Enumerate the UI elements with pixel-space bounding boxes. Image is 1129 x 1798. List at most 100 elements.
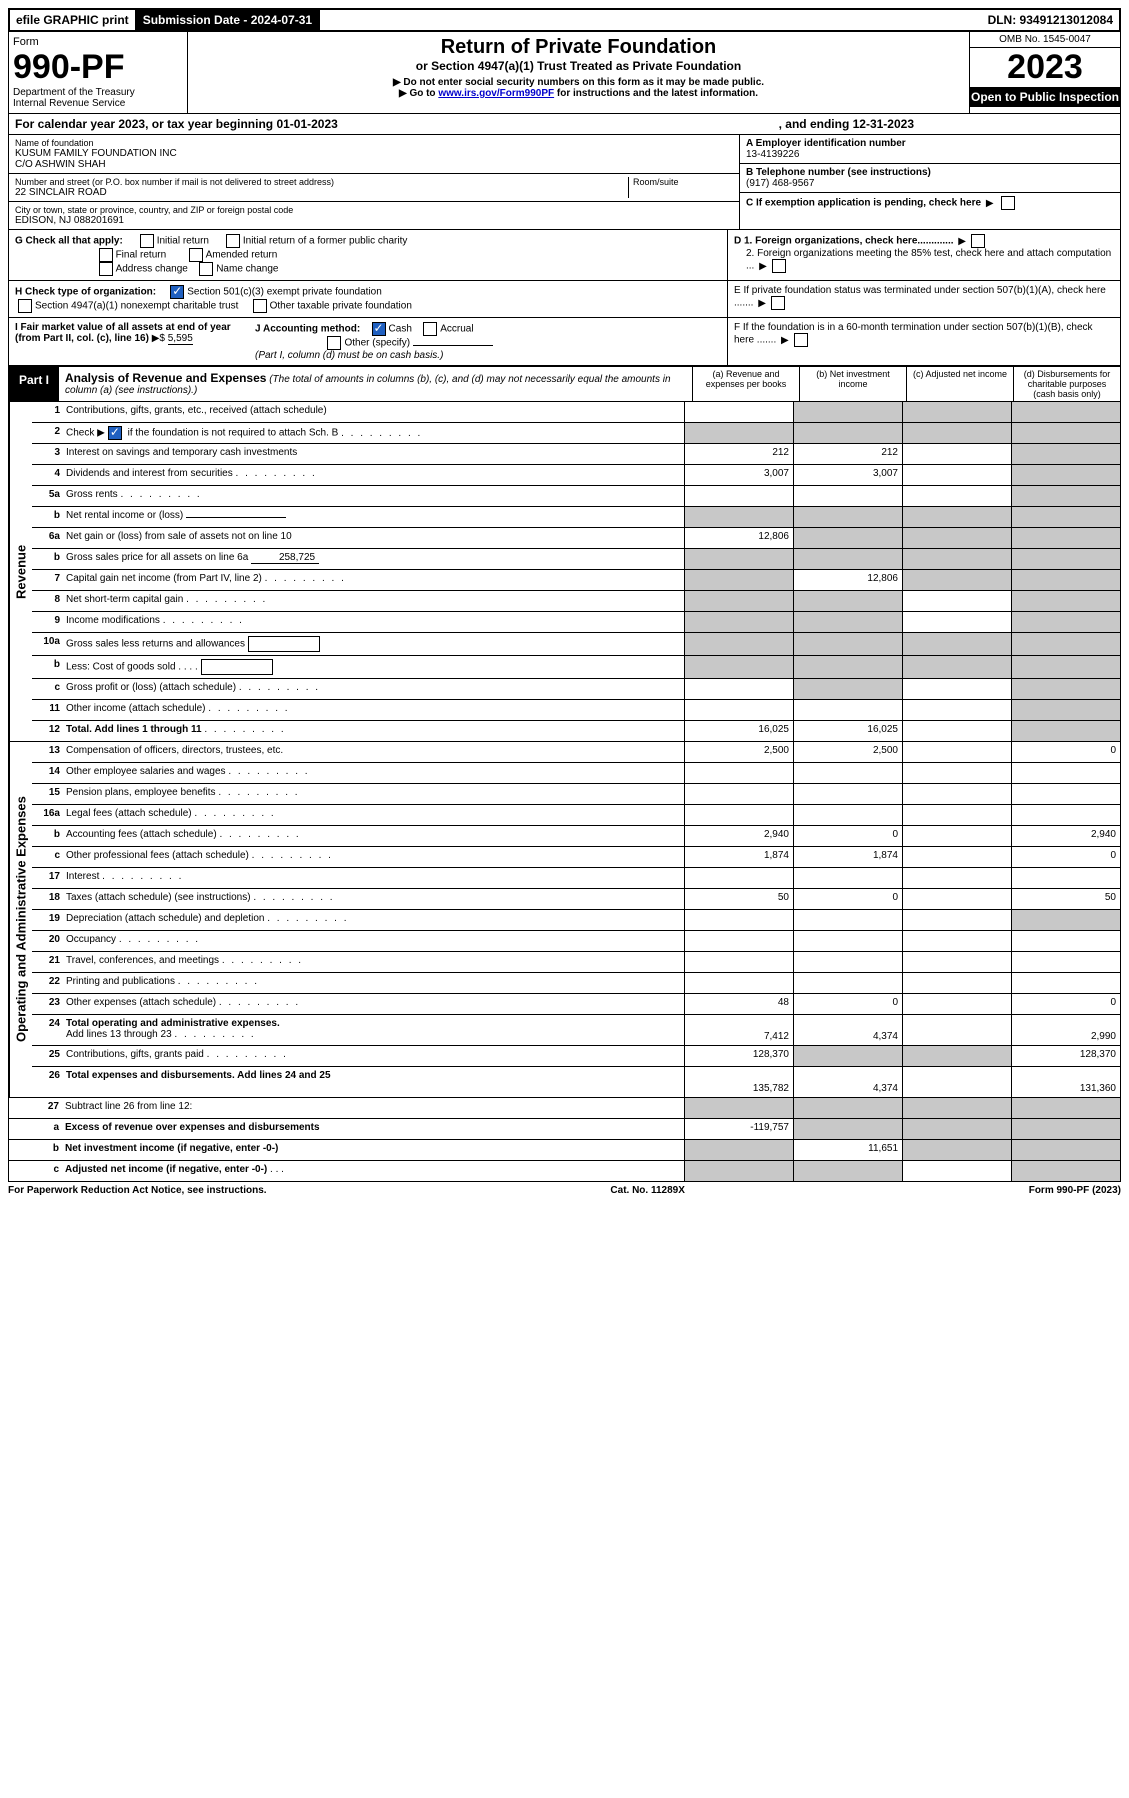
footer-right: Form 990-PF (2023) <box>1029 1185 1121 1196</box>
g-amended-checkbox[interactable] <box>189 248 203 262</box>
val-a: 212 <box>684 444 793 464</box>
val-d: 0 <box>1011 742 1120 762</box>
line-no: c <box>32 679 62 699</box>
cal-end: , and ending 12-31-2023 <box>779 117 914 131</box>
val-d: 128,370 <box>1011 1046 1120 1066</box>
line-no: c <box>9 1161 61 1181</box>
foundation-name: KUSUM FAMILY FOUNDATION INC <box>15 148 733 159</box>
line-no: b <box>32 656 62 678</box>
city-label: City or town, state or province, country… <box>15 205 733 215</box>
d2-label: 2. Foreign organizations meeting the 85%… <box>746 248 1111 272</box>
part1-title: Analysis of Revenue and Expenses <box>65 371 266 385</box>
line-desc: Total. Add lines 1 through 11 <box>62 721 684 741</box>
cal-begin: For calendar year 2023, or tax year begi… <box>15 117 338 131</box>
line-no: a <box>9 1119 61 1139</box>
j-cash-checkbox[interactable] <box>372 322 386 336</box>
c-checkbox[interactable] <box>1001 196 1015 210</box>
irs: Internal Revenue Service <box>13 98 183 109</box>
dept: Department of the Treasury <box>13 87 183 98</box>
line-desc: Capital gain net income (from Part IV, l… <box>62 570 684 590</box>
h3-label: Other taxable private foundation <box>270 301 412 312</box>
line-no: 23 <box>32 994 62 1014</box>
irs-link[interactable]: www.irs.gov/Form990PF <box>438 88 554 99</box>
i-label: I Fair market value of all assets at end… <box>15 322 231 344</box>
expenses-section: Operating and Administrative Expenses 13… <box>8 742 1121 1098</box>
line-no: 20 <box>32 931 62 951</box>
val-b: 2,500 <box>793 742 902 762</box>
line-no: 8 <box>32 591 62 611</box>
line-no: 18 <box>32 889 62 909</box>
d2-checkbox[interactable] <box>772 259 786 273</box>
line-no: b <box>9 1140 61 1160</box>
line-desc: Other professional fees (attach schedule… <box>62 847 684 867</box>
schb-checkbox[interactable] <box>108 426 122 440</box>
f-checkbox[interactable] <box>794 333 808 347</box>
tax-year: 2023 <box>970 48 1120 87</box>
topbar: efile GRAPHIC print Submission Date - 20… <box>8 8 1121 32</box>
d1-checkbox[interactable] <box>971 234 985 248</box>
line-no: b <box>32 826 62 846</box>
val-b: 16,025 <box>793 721 902 741</box>
line-no: 22 <box>32 973 62 993</box>
line-desc: Other employee salaries and wages <box>62 763 684 783</box>
line-no: 15 <box>32 784 62 804</box>
line-desc: Occupancy <box>62 931 684 951</box>
ein-value: 13-4139226 <box>746 149 1114 160</box>
val-d: 0 <box>1011 847 1120 867</box>
line-desc: Excess of revenue over expenses and disb… <box>61 1119 684 1139</box>
tel-label: B Telephone number (see instructions) <box>746 167 1114 178</box>
line-no: 1 <box>32 402 62 422</box>
h1-checkbox[interactable] <box>170 285 184 299</box>
note2-post: for instructions and the latest informat… <box>554 88 758 99</box>
line-no: 2 <box>32 423 62 443</box>
line-desc: Printing and publications <box>62 973 684 993</box>
line-no: 14 <box>32 763 62 783</box>
calendar-year-row: For calendar year 2023, or tax year begi… <box>8 114 1121 135</box>
g-final-checkbox[interactable] <box>99 248 113 262</box>
h3-checkbox[interactable] <box>253 299 267 313</box>
g-initial-checkbox[interactable] <box>140 234 154 248</box>
e-checkbox[interactable] <box>771 296 785 310</box>
j-other: Other (specify) <box>344 338 410 349</box>
dln: DLN: 93491213012084 <box>982 10 1119 30</box>
page-footer: For Paperwork Reduction Act Notice, see … <box>8 1182 1121 1199</box>
j-other-checkbox[interactable] <box>327 336 341 350</box>
g-initial-former-checkbox[interactable] <box>226 234 240 248</box>
val-b: 1,874 <box>793 847 902 867</box>
g-name-checkbox[interactable] <box>199 262 213 276</box>
column-headers: (a) Revenue and expenses per books (b) N… <box>692 367 1120 401</box>
revenue-section: Revenue 1Contributions, gifts, grants, e… <box>8 402 1121 742</box>
line-desc: Contributions, gifts, grants, etc., rece… <box>62 402 684 422</box>
footer-mid: Cat. No. 11289X <box>610 1185 684 1196</box>
j-note: (Part I, column (d) must be on cash basi… <box>255 350 443 361</box>
line-desc: Net gain or (loss) from sale of assets n… <box>62 528 684 548</box>
form-title: Return of Private Foundation <box>192 36 965 59</box>
h2-checkbox[interactable] <box>18 299 32 313</box>
d1-label: D 1. Foreign organizations, check here..… <box>734 236 954 247</box>
line-desc: Interest on savings and temporary cash i… <box>62 444 684 464</box>
g-d-row: G Check all that apply: Initial return I… <box>8 230 1121 281</box>
line-desc: Dividends and interest from securities <box>62 465 684 485</box>
expenses-side-label: Operating and Administrative Expenses <box>9 742 32 1097</box>
part1-label: Part I <box>9 367 59 401</box>
val-a: 50 <box>684 889 793 909</box>
val-a: 16,025 <box>684 721 793 741</box>
val-b: 3,007 <box>793 465 902 485</box>
g-address-checkbox[interactable] <box>99 262 113 276</box>
efile-label[interactable]: efile GRAPHIC print <box>10 10 137 30</box>
g-initial: Initial return <box>157 236 209 247</box>
form-number: 990-PF <box>13 48 183 87</box>
line-no: b <box>32 507 62 527</box>
submission-date: Submission Date - 2024-07-31 <box>137 10 320 30</box>
line-no: 9 <box>32 612 62 632</box>
col-a: (a) Revenue and expenses per books <box>692 367 799 401</box>
c-label: C If exemption application is pending, c… <box>746 198 981 209</box>
j-accrual-checkbox[interactable] <box>423 322 437 336</box>
line-desc: Interest <box>62 868 684 888</box>
line-desc: Other income (attach schedule) <box>62 700 684 720</box>
part1-header: Part I Analysis of Revenue and Expenses … <box>8 366 1121 402</box>
h-e-row: H Check type of organization: Section 50… <box>8 281 1121 318</box>
note-2: ▶ Go to www.irs.gov/Form990PF for instru… <box>192 88 965 99</box>
line-no: b <box>32 549 62 569</box>
addr-label: Number and street (or P.O. box number if… <box>15 177 628 187</box>
